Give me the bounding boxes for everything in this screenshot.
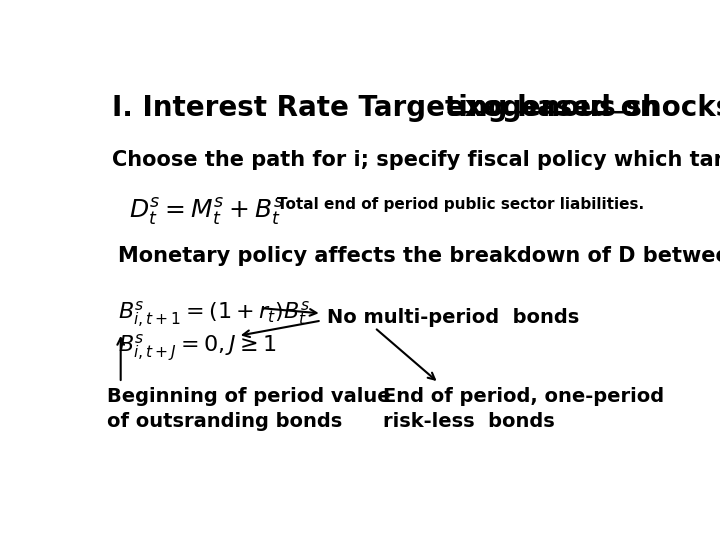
Text: I. Interest Rate Targeting based on: I. Interest Rate Targeting based on xyxy=(112,94,670,122)
Text: Monetary policy affects the breakdown of D between M and B:: Monetary policy affects the breakdown of… xyxy=(118,246,720,266)
Text: exogenous shocks: exogenous shocks xyxy=(446,94,720,122)
Text: Beginning of period value: Beginning of period value xyxy=(107,387,390,406)
Text: $B^s_{i,t+1} = (1+r_t)B^s_t$: $B^s_{i,t+1} = (1+r_t)B^s_t$ xyxy=(118,300,310,330)
Text: End of period, one-period: End of period, one-period xyxy=(383,387,664,406)
Text: $D^s_t = M^s_t + B^s_t$: $D^s_t = M^s_t + B^s_t$ xyxy=(129,196,284,227)
Text: of outsranding bonds: of outsranding bonds xyxy=(107,412,342,431)
Text: No multi-period  bonds: No multi-period bonds xyxy=(327,308,580,327)
Text: $B^s_{i,t+J} = 0, J \geq  1$: $B^s_{i,t+J} = 0, J \geq 1$ xyxy=(118,333,276,364)
Text: Total end of period public sector liabilities.: Total end of period public sector liabil… xyxy=(277,197,644,212)
Text: risk-less  bonds: risk-less bonds xyxy=(383,412,554,431)
Text: Choose the path for i; specify fiscal policy which targets  D:: Choose the path for i; specify fiscal po… xyxy=(112,150,720,170)
